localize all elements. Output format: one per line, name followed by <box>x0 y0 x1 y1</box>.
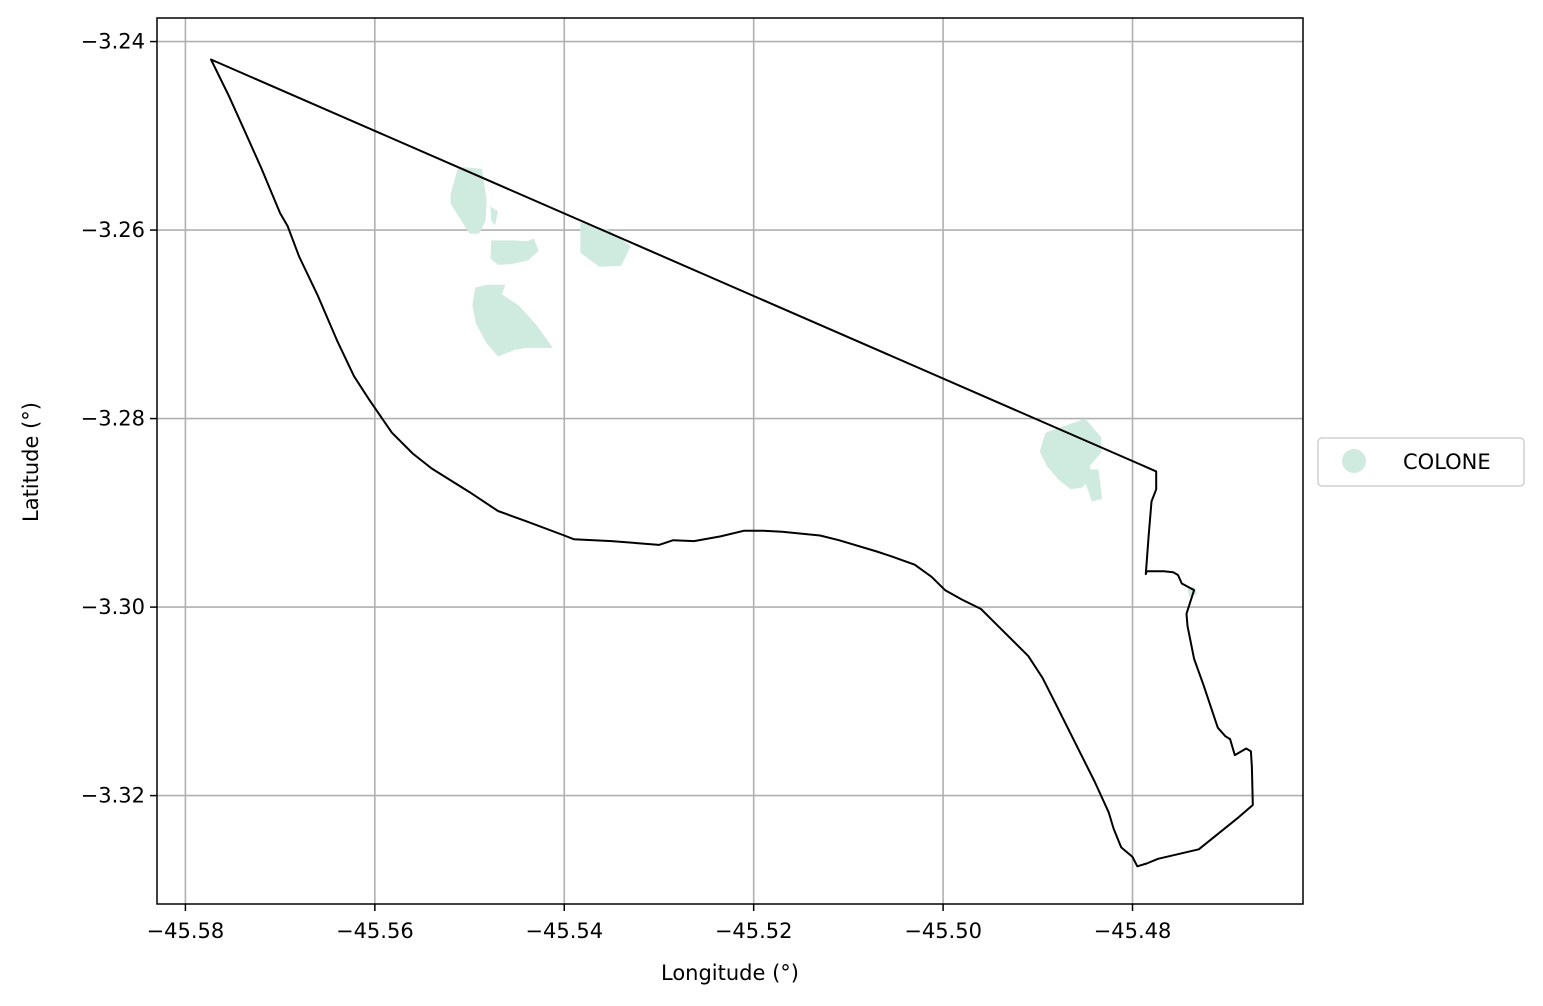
legend: COLONE <box>1317 437 1525 487</box>
colone-area <box>490 238 539 265</box>
colone-area <box>580 222 631 267</box>
x-tick-label: −45.54 <box>525 919 603 943</box>
legend-marker-colone <box>1342 449 1366 473</box>
y-tick-label: −3.28 <box>81 407 145 431</box>
x-tick-label: −45.52 <box>715 919 793 943</box>
municipality-boundary <box>210 58 1254 868</box>
legend-frame <box>1317 437 1525 487</box>
colone-area <box>450 166 487 234</box>
x-tick-label: −45.50 <box>904 919 982 943</box>
colone-area <box>490 206 498 226</box>
x-tick-label: −45.56 <box>336 919 414 943</box>
y-tick-label: −3.32 <box>81 784 145 808</box>
colone-areas <box>450 166 1197 597</box>
x-tick-label: −45.48 <box>1094 919 1172 943</box>
x-tick-label: −45.58 <box>147 919 225 943</box>
y-tick-label: −3.26 <box>81 218 145 242</box>
plot-frame <box>156 17 1304 905</box>
x-axis-title: Longitude (°) <box>661 961 799 985</box>
colone-area <box>472 284 553 357</box>
y-tick-label: −3.24 <box>81 30 145 54</box>
y-axis: −3.24 −3.26 −3.28 −3.30 −3.32 <box>81 30 157 808</box>
colone-area <box>1187 586 1197 597</box>
x-axis: −45.58 −45.56 −45.54 −45.52 −45.50 −45.48 <box>147 904 1172 943</box>
y-axis-title: Latitude (°) <box>19 402 43 522</box>
colone-area <box>1078 469 1103 502</box>
legend-label-colone: COLONE <box>1403 450 1491 474</box>
y-tick-label: −3.30 <box>81 595 145 619</box>
